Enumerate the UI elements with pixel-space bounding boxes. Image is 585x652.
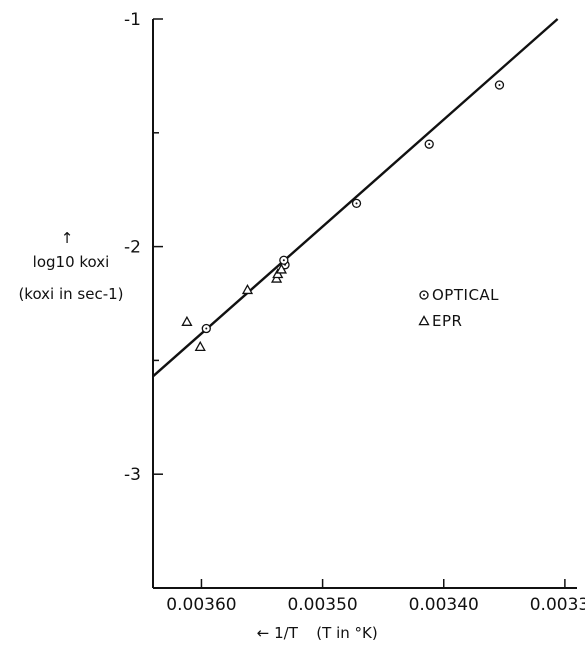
y-axis-label: ↑ log10 koxi (koxi in sec-1)	[18, 229, 123, 303]
points-layer	[181, 80, 505, 351]
epr-point	[181, 315, 193, 326]
optical-point	[351, 198, 362, 209]
optical-point	[424, 139, 434, 149]
fit-line-layer	[152, 18, 559, 378]
epr-point	[194, 340, 206, 351]
x-axis-label: ← 1/T (T in °K)	[257, 624, 378, 642]
y-axis-label-line1: log10 koxi	[33, 253, 110, 271]
optical-point	[494, 80, 505, 90]
legend-epr-marker	[418, 315, 430, 326]
x-tick-label: 0.00360	[166, 595, 236, 615]
epr-point	[241, 284, 254, 295]
y-tick-label: -3	[124, 465, 141, 485]
optical-point	[279, 255, 289, 265]
x-axis-arrow: ←	[257, 624, 270, 642]
fit-line	[152, 18, 559, 378]
optical-point	[201, 323, 211, 334]
y-axis-arrow: ↑	[61, 229, 74, 247]
legend-label: EPR	[432, 312, 462, 330]
epr-point	[275, 263, 288, 274]
x-axis-fraction: 1/T	[274, 624, 299, 642]
y-axis-label-line2: (koxi in sec-1)	[18, 285, 123, 303]
x-axis-suffix: (T in °K)	[316, 624, 377, 642]
legend-optical-marker	[419, 290, 429, 300]
x-tick-label: 0.00330	[530, 595, 585, 615]
legend-label: OPTICAL	[432, 286, 499, 304]
y-tick-label: -1	[124, 10, 141, 30]
plot-frame	[152, 19, 577, 589]
legend: OPTICAL EPR	[418, 286, 499, 330]
x-tick-label: 0.00350	[287, 595, 357, 615]
x-tick-label: 0.00340	[409, 595, 479, 615]
y-tick-label: -2	[124, 238, 141, 258]
ticks-layer: 0.00360 0.00350 0.00340 0.00330 -1 -2 -3	[124, 10, 585, 615]
